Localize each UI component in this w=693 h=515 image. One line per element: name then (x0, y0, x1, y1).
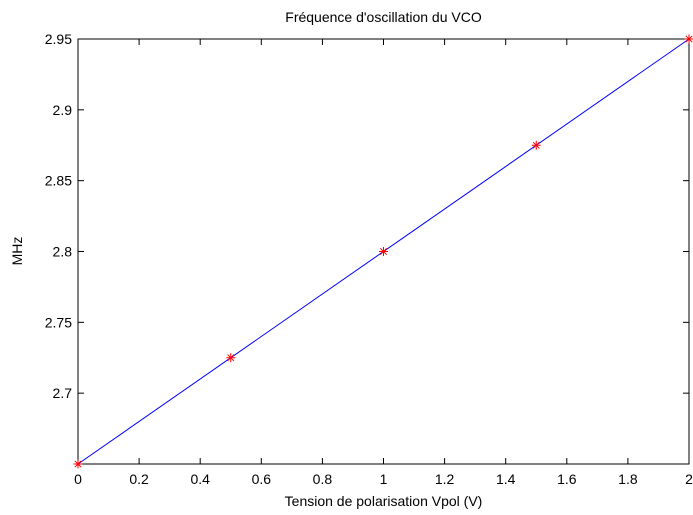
y-tick-label: 2.95 (45, 31, 72, 47)
y-tick-labels: 2.7 2.75 2.8 2.85 2.9 2.95 (45, 31, 72, 401)
x-tick-label: 0.8 (313, 471, 333, 487)
data-point-marker (73, 459, 83, 469)
y-axis-label: MHz (9, 237, 25, 266)
y-tick-label: 2.85 (45, 173, 72, 189)
x-tick-label: 1 (380, 471, 388, 487)
data-point-marker (379, 247, 388, 256)
x-tick-label: 1.6 (557, 471, 577, 487)
axis-ticks (77, 38, 690, 464)
y-tick-label: 2.7 (53, 385, 73, 401)
x-tick-label: 2 (685, 471, 693, 487)
x-tick-label: 0.4 (190, 471, 210, 487)
y-tick-label: 2.8 (53, 244, 73, 260)
x-tick-labels: 0 0.2 0.4 0.6 0.8 1 1.2 1.4 1.6 1.8 2 (74, 471, 693, 487)
x-tick-label: 1.2 (435, 471, 455, 487)
y-tick-label: 2.75 (45, 314, 72, 330)
x-tick-label: 0 (74, 471, 82, 487)
x-axis-label: Tension de polarisation Vpol (V) (285, 493, 483, 509)
x-tick-label: 1.4 (496, 471, 516, 487)
data-point-marker (226, 353, 236, 363)
x-tick-label: 0.2 (129, 471, 149, 487)
chart-title: Fréquence d'oscillation du VCO (285, 9, 482, 25)
y-tick-label: 2.9 (53, 102, 73, 118)
x-tick-label: 1.8 (618, 471, 638, 487)
series-layer (73, 34, 693, 469)
x-tick-label: 0.6 (252, 471, 272, 487)
data-point-marker (531, 140, 541, 150)
data-point-marker (684, 34, 693, 44)
